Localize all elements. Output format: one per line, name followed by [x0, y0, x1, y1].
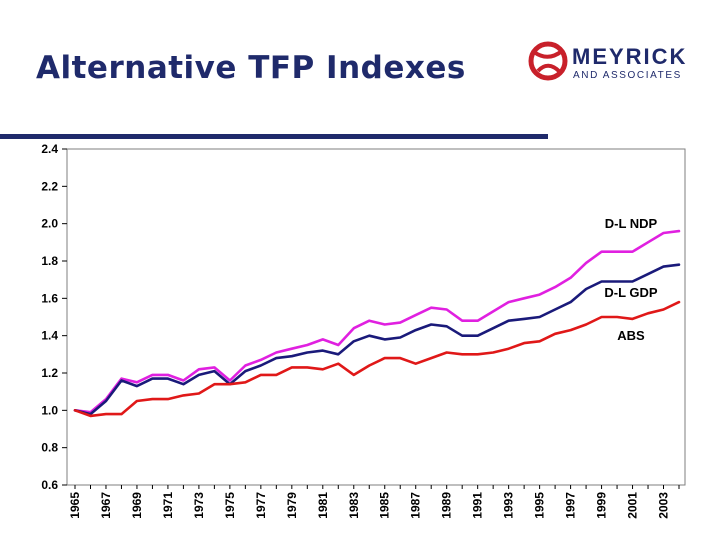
logo-name: MEYRICK	[572, 44, 687, 69]
x-tick-label: 1969	[130, 492, 144, 519]
x-tick-label: 1997	[564, 492, 578, 519]
y-axis: 0.6 0.8 1.0 1.2 1.4 1.6 1.8 2.0 2.2 2.4	[41, 142, 67, 492]
title-divider	[0, 134, 548, 139]
series-label: ABS	[617, 328, 645, 343]
x-tick-label: 1985	[378, 492, 392, 519]
y-tick-label: 0.6	[41, 478, 58, 492]
x-tick-label: 1965	[68, 492, 82, 519]
x-tick-label: 1971	[161, 492, 175, 519]
x-tick-label: 1991	[471, 492, 485, 519]
x-tick-label: 1989	[440, 492, 454, 519]
y-tick-label: 2.4	[41, 142, 58, 156]
y-tick-label: 1.2	[41, 366, 58, 380]
series-label: D-L GDP	[604, 285, 658, 300]
series-layer	[73, 229, 681, 418]
series-line-d-l-ndp	[73, 229, 681, 414]
x-tick-label: 2001	[626, 492, 640, 519]
series-labels: D-L NDP D-L GDP ABS	[604, 216, 658, 343]
series-label: D-L NDP	[605, 216, 658, 231]
x-tick-label: 1987	[409, 492, 423, 519]
y-tick-label: 1.6	[41, 291, 58, 305]
x-tick-label: 1975	[223, 492, 237, 519]
logo-tagline: AND ASSOCIATES	[573, 70, 682, 81]
series-line-abs	[73, 300, 681, 418]
globe-logo-icon	[528, 41, 568, 81]
x-tick-label: 1967	[99, 492, 113, 519]
series-line-d-l-gdp	[73, 263, 681, 416]
x-axis: 1965 1967 1969 1971 1973 1975 1977 1979 1981 1983…	[68, 485, 680, 519]
x-tick-label: 1995	[533, 492, 547, 519]
company-logo: MEYRICK AND ASSOCIATES	[528, 41, 687, 81]
x-tick-label: 1973	[192, 492, 206, 519]
y-tick-label: 1.0	[41, 403, 58, 417]
x-tick-label: 2003	[657, 492, 671, 519]
y-tick-label: 1.8	[41, 254, 58, 268]
y-tick-label: 2.2	[41, 179, 58, 193]
x-tick-label: 1977	[254, 492, 268, 519]
x-tick-label: 1983	[347, 492, 361, 519]
y-tick-label: 0.8	[41, 441, 58, 455]
plot-area	[66, 148, 686, 486]
slide-title: Alternative TFP Indexes	[36, 50, 466, 86]
x-tick-label: 1993	[502, 492, 516, 519]
x-tick-label: 1999	[595, 492, 609, 519]
x-tick-label: 1981	[316, 492, 330, 519]
y-tick-label: 1.4	[41, 329, 58, 343]
x-tick-label: 1979	[285, 492, 299, 519]
y-tick-label: 2.0	[41, 217, 58, 231]
